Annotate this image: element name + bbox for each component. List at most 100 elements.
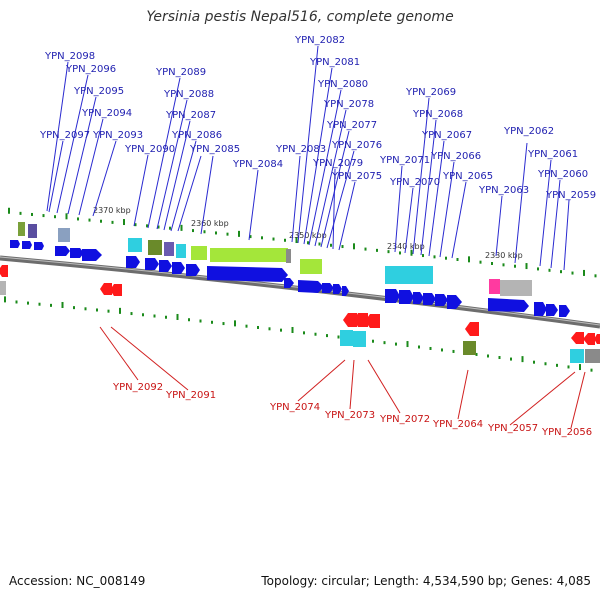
forward-gene-arrow[interactable]: [534, 302, 547, 316]
feature-box[interactable]: [148, 240, 162, 255]
reverse-gene-arrow[interactable]: [343, 313, 357, 327]
forward-gene-arrow[interactable]: [322, 283, 334, 293]
forward-gene-arrow[interactable]: [284, 278, 294, 288]
feature-box[interactable]: [210, 248, 288, 262]
forward-gene-arrow[interactable]: [159, 260, 172, 272]
feature-box[interactable]: [385, 266, 433, 284]
reverse-gene-arrow[interactable]: [110, 284, 122, 296]
gene-label[interactable]: YPN_2085: [189, 144, 240, 155]
gene-label[interactable]: YPN_2060: [537, 169, 588, 180]
feature-box[interactable]: [463, 341, 476, 355]
feature-box[interactable]: [286, 249, 291, 263]
gene-label[interactable]: YPN_2089: [155, 67, 206, 78]
forward-gene-arrow[interactable]: [546, 304, 558, 316]
forward-gene-arrow[interactable]: [559, 305, 570, 317]
gene-label[interactable]: YPN_2096: [65, 64, 116, 75]
forward-gene-arrow[interactable]: [413, 292, 424, 304]
feature-box[interactable]: [176, 244, 186, 258]
gene-label[interactable]: YPN_2056: [541, 427, 592, 438]
feature-box[interactable]: [300, 259, 322, 274]
gene-label[interactable]: YPN_2076: [331, 140, 382, 151]
forward-gene-arrow[interactable]: [207, 266, 288, 282]
gene-label[interactable]: YPN_2092: [112, 382, 163, 393]
feature-box[interactable]: [191, 246, 207, 260]
gene-label[interactable]: YPN_2073: [324, 410, 375, 421]
reverse-gene-arrow[interactable]: [365, 314, 380, 328]
gene-label[interactable]: YPN_2091: [165, 390, 216, 401]
gene-label[interactable]: YPN_2072: [379, 414, 430, 425]
gene-label[interactable]: YPN_2083: [275, 144, 326, 155]
forward-gene-arrow[interactable]: [126, 256, 140, 268]
forward-gene-arrow[interactable]: [298, 280, 324, 293]
forward-gene-arrow[interactable]: [172, 262, 185, 274]
feature-box[interactable]: [340, 330, 353, 346]
forward-gene-arrow[interactable]: [423, 293, 436, 305]
forward-gene-arrow[interactable]: [82, 249, 102, 261]
gene-label[interactable]: YPN_2068: [412, 109, 463, 120]
forward-gene-arrow[interactable]: [70, 248, 84, 258]
forward-gene-arrow[interactable]: [385, 289, 400, 303]
gene-label[interactable]: YPN_2059: [545, 190, 596, 201]
gene-label[interactable]: YPN_2075: [331, 171, 382, 182]
gene-label[interactable]: YPN_2078: [323, 99, 374, 110]
forward-gene-arrow[interactable]: [22, 241, 32, 249]
gene-label[interactable]: YPN_2065: [442, 171, 493, 182]
gene-label[interactable]: YPN_2088: [163, 89, 214, 100]
gene-label[interactable]: YPN_2090: [124, 144, 175, 155]
gene-label[interactable]: YPN_2081: [309, 57, 360, 68]
gene-label[interactable]: YPN_2069: [405, 87, 456, 98]
forward-gene-arrow[interactable]: [447, 295, 462, 309]
gene-label[interactable]: YPN_2066: [430, 151, 481, 162]
forward-gene-arrow[interactable]: [435, 294, 448, 306]
feature-box[interactable]: [570, 349, 584, 363]
forward-gene-arrow[interactable]: [333, 284, 342, 294]
feature-box[interactable]: [164, 242, 174, 256]
forward-gene-arrow[interactable]: [10, 240, 20, 248]
feature-box[interactable]: [58, 228, 70, 242]
tick-mark: [211, 320, 213, 324]
feature-box[interactable]: [585, 349, 600, 363]
gene-label[interactable]: YPN_2098: [44, 51, 95, 62]
forward-gene-arrow[interactable]: [488, 298, 529, 312]
gene-label[interactable]: YPN_2064: [432, 419, 483, 430]
reverse-gene-arrow[interactable]: [465, 322, 479, 336]
reverse-gene-arrow[interactable]: [594, 334, 600, 344]
reverse-gene-arrow[interactable]: [0, 265, 8, 277]
gene-label[interactable]: YPN_2097: [39, 130, 90, 141]
gene-label[interactable]: YPN_2061: [527, 149, 578, 160]
feature-box[interactable]: [500, 280, 532, 296]
gene-label[interactable]: YPN_2057: [487, 423, 538, 434]
reverse-gene-arrow[interactable]: [571, 332, 584, 344]
gene-label[interactable]: YPN_2067: [421, 130, 472, 141]
gene-label[interactable]: YPN_2084: [232, 159, 283, 170]
feature-box[interactable]: [18, 222, 25, 236]
gene-label[interactable]: YPN_2086: [171, 130, 222, 141]
feature-box[interactable]: [0, 281, 6, 295]
gene-label[interactable]: YPN_2095: [73, 86, 124, 97]
gene-label[interactable]: YPN_2082: [294, 35, 345, 46]
gene-label[interactable]: YPN_2063: [478, 185, 529, 196]
gene-label[interactable]: YPN_2079: [312, 158, 363, 169]
feature-box[interactable]: [128, 238, 142, 252]
forward-gene-arrow[interactable]: [399, 290, 414, 304]
forward-gene-arrow[interactable]: [34, 242, 44, 250]
gene-label[interactable]: YPN_2070: [389, 177, 440, 188]
gene-label[interactable]: YPN_2093: [92, 130, 143, 141]
gene-label[interactable]: YPN_2077: [326, 120, 377, 131]
reverse-gene-arrow[interactable]: [100, 283, 112, 295]
gene-label[interactable]: YPN_2062: [503, 126, 554, 137]
gene-label[interactable]: YPN_2094: [81, 108, 132, 119]
gene-label[interactable]: YPN_2087: [165, 110, 216, 121]
forward-gene-arrow[interactable]: [342, 286, 349, 296]
feature-box[interactable]: [353, 331, 366, 347]
reverse-gene-arrow[interactable]: [583, 333, 595, 345]
gene-label[interactable]: YPN_2074: [269, 402, 320, 413]
gene-label[interactable]: YPN_2071: [379, 155, 430, 166]
gene-label[interactable]: YPN_2080: [317, 79, 368, 90]
forward-gene-arrow[interactable]: [186, 264, 200, 276]
feature-box[interactable]: [28, 224, 37, 238]
feature-box[interactable]: [489, 279, 500, 294]
reverse-gene-arrow[interactable]: [354, 313, 368, 327]
forward-gene-arrow[interactable]: [145, 258, 159, 270]
forward-gene-arrow[interactable]: [55, 246, 70, 256]
